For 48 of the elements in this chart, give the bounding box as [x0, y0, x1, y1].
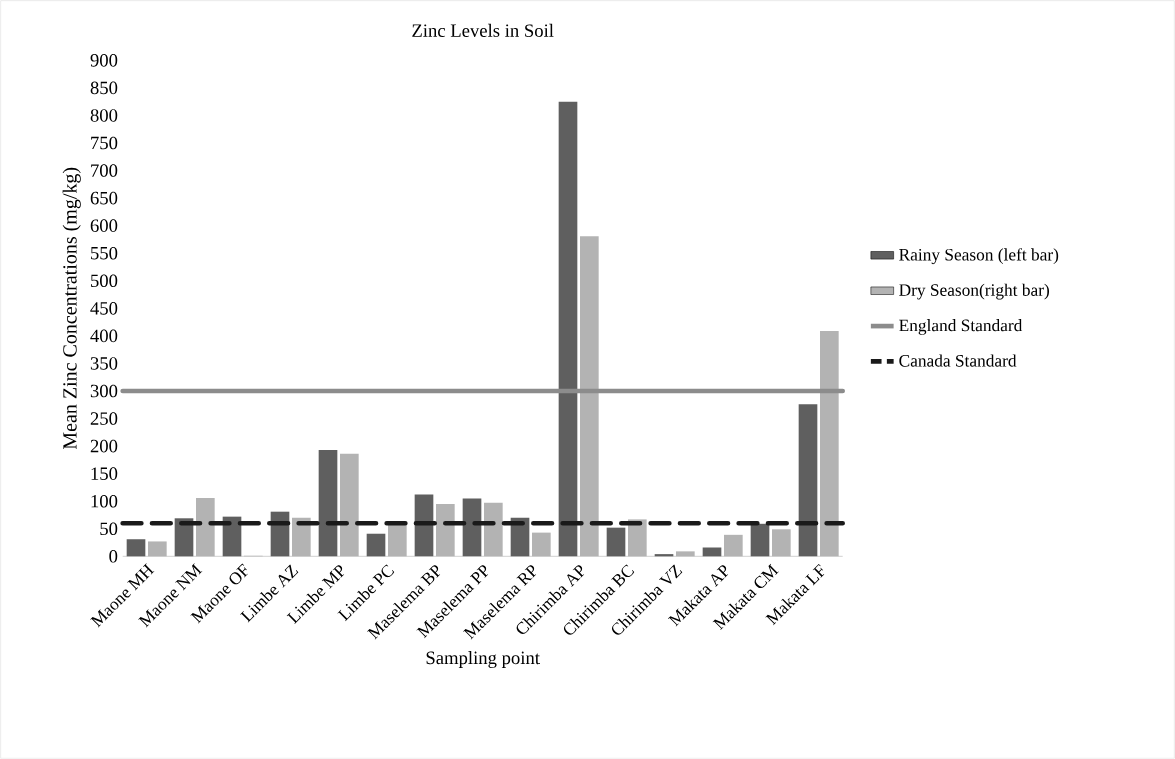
bar	[820, 330, 839, 557]
bar	[558, 101, 578, 557]
y-tick-label: 0	[109, 550, 118, 563]
x-axis-title: Sampling point	[426, 651, 540, 669]
y-tick-label: 700	[91, 164, 118, 177]
y-tick-label: 250	[90, 412, 118, 425]
bar	[628, 519, 647, 557]
bar	[126, 539, 146, 557]
y-tick-label: 550	[91, 246, 118, 260]
bar	[724, 534, 743, 557]
bar	[340, 453, 359, 557]
bar	[676, 551, 695, 557]
y-tick-label: 850	[90, 81, 118, 95]
y-tick-label: 350	[90, 357, 118, 370]
bar	[750, 523, 770, 557]
y-tick-label: 900	[90, 54, 118, 67]
bar	[462, 498, 482, 557]
bar	[318, 449, 338, 557]
bar	[366, 533, 386, 557]
y-tick-label: 200	[90, 439, 118, 453]
y-tick-label: 100	[91, 494, 118, 508]
y-tick-label: 800	[90, 109, 118, 122]
bar	[580, 236, 599, 557]
bar	[436, 503, 455, 557]
y-tick-label: 400	[90, 329, 118, 343]
y-tick-label: 150	[91, 467, 118, 480]
y-tick-label: 650	[90, 191, 118, 205]
bar	[292, 517, 311, 557]
bar	[798, 404, 818, 557]
bar	[196, 497, 215, 557]
chart-title: Zinc Levels in Soil	[412, 23, 554, 37]
bar	[532, 532, 551, 557]
legend-label: England Standard	[899, 319, 1023, 335]
y-tick-label: 500	[91, 274, 118, 288]
legend-label: Rainy Season (left bar)	[899, 248, 1059, 265]
bar	[772, 529, 791, 557]
y-axis-title: Mean Zinc Concentrations (mg/kg)	[62, 167, 81, 450]
legend-label: Canada Standard	[899, 354, 1017, 367]
y-tick-label: 600	[90, 219, 118, 232]
bar	[148, 541, 167, 557]
y-tick-label: 450	[90, 302, 118, 315]
y-tick-label: 750	[91, 136, 118, 150]
y-tick-label: 50	[100, 522, 118, 536]
bar	[484, 502, 503, 557]
y-tick-label: 300	[90, 384, 118, 398]
legend-label: Dry Season(right bar)	[899, 283, 1049, 300]
bar	[388, 523, 407, 557]
bar	[606, 527, 626, 557]
